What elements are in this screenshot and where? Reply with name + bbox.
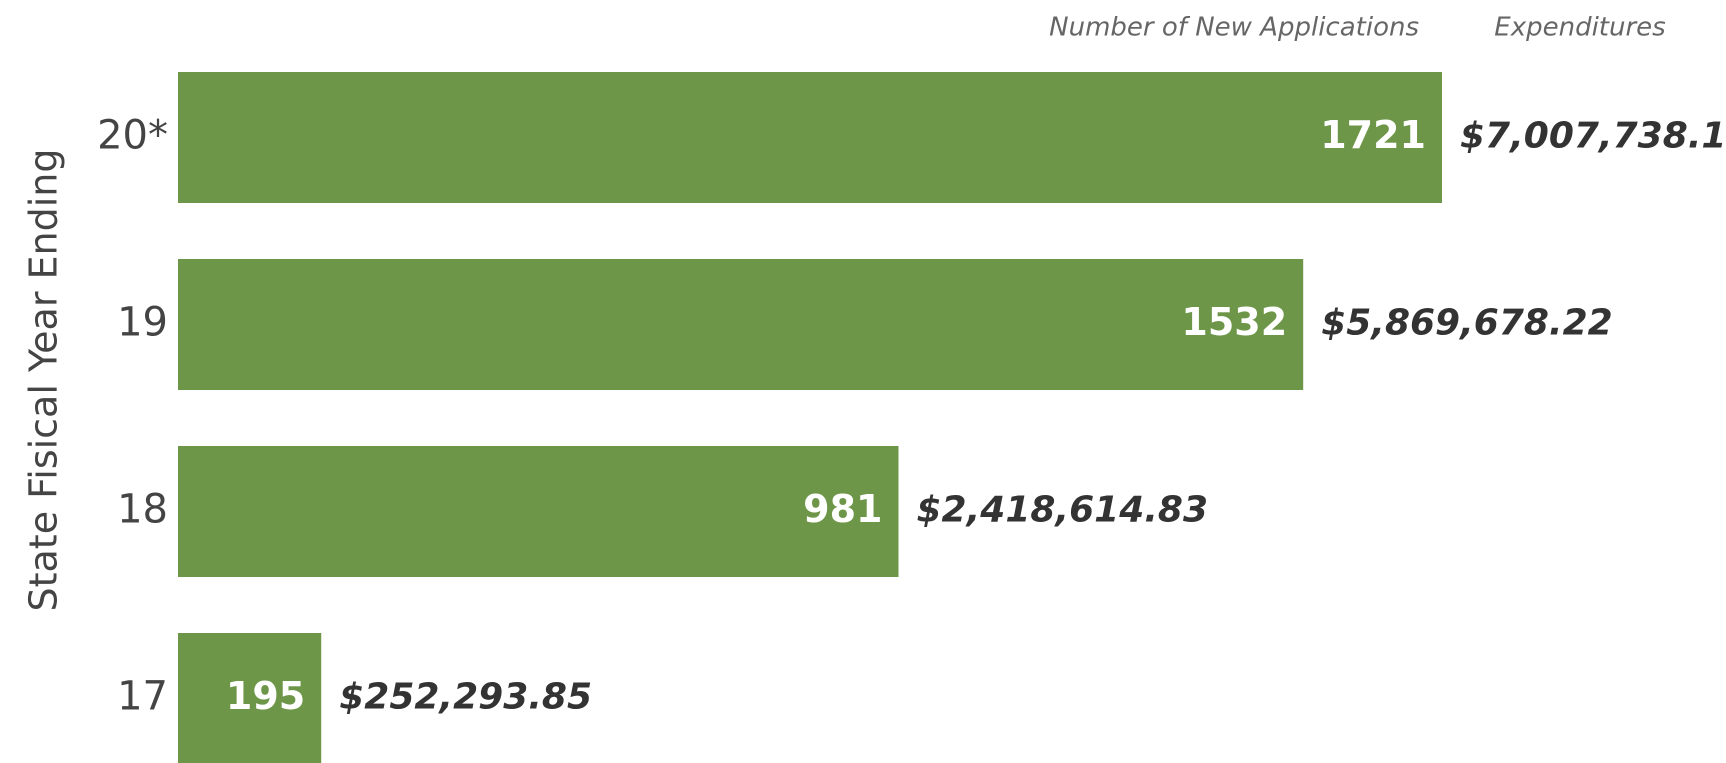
expenditure-label: $2,418,614.83: [917, 490, 1209, 531]
y-axis-title: State Fisical Year Ending: [22, 149, 66, 612]
expenditure-label: $7,007,738.10: [1460, 116, 1726, 157]
y-tick-label: 20*: [97, 113, 168, 159]
value-label: 195: [226, 674, 305, 718]
value-label: 1532: [1181, 300, 1287, 344]
expenditure-label: $252,293.85: [339, 677, 592, 718]
bar: [178, 633, 322, 763]
value-label: 981: [803, 487, 882, 531]
y-tick-label: 18: [117, 487, 168, 533]
y-tick-label: 17: [117, 674, 168, 720]
y-tick-label: 19: [117, 300, 168, 346]
bar: [178, 259, 1304, 390]
bar: [178, 446, 899, 577]
legend-entry: Expenditures: [1494, 13, 1665, 43]
bar: [178, 72, 1442, 203]
value-label: 1721: [1320, 113, 1426, 157]
legend-entry: Number of New Applications: [1049, 13, 1419, 43]
expenditure-label: $5,869,678.22: [1321, 303, 1613, 344]
